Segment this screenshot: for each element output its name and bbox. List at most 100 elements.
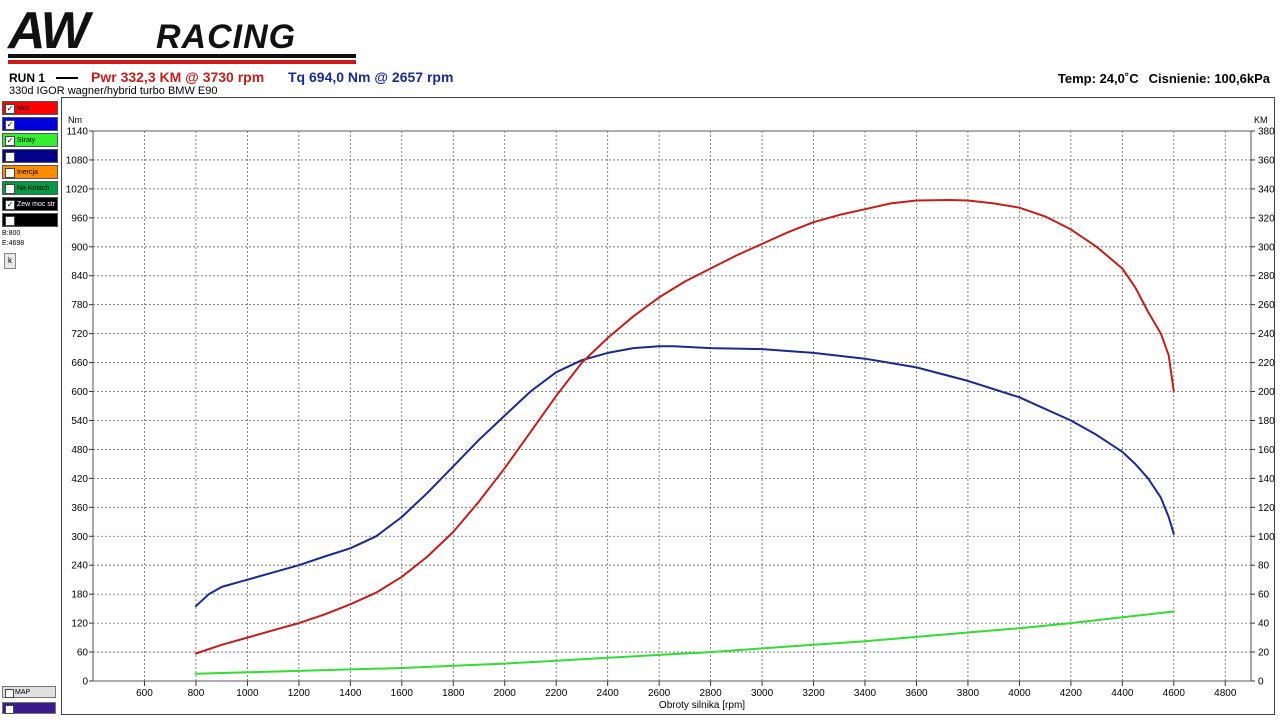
end-rpm: E:4698 — [2, 240, 25, 247]
y-left-tick-label: 1020 — [66, 184, 89, 195]
y-right-axis-label: KM — [1254, 115, 1268, 125]
x-tick-label: 600 — [136, 688, 153, 699]
x-tick-label: 4600 — [1163, 688, 1186, 699]
y-left-tick-label: 780 — [71, 300, 88, 311]
logo-subtext: RACING — [156, 18, 296, 56]
begin-rpm: B:800 — [2, 230, 21, 237]
y-left-tick-label: 720 — [71, 329, 88, 340]
legend-checkbox[interactable]: ✓ — [5, 200, 15, 210]
y-left-tick-label: 360 — [71, 503, 88, 514]
x-tick-label: 2800 — [699, 688, 722, 699]
y-right-tick-label: 320 — [1258, 213, 1275, 224]
series-legend: ✓ Moc ✓ ✓ Straty Inercja Na Kolach ✓ Zew moc str — [2, 101, 58, 229]
y-left-tick-label: 180 — [71, 590, 88, 601]
chart-frame — [61, 97, 1275, 715]
x-tick-label: 3200 — [802, 688, 825, 699]
y-right-tick-label: 240 — [1258, 329, 1275, 340]
y-right-tick-label: 20 — [1258, 648, 1270, 659]
y-left-tick-label: 900 — [71, 242, 88, 253]
map-color-toggle[interactable] — [2, 702, 56, 714]
x-tick-label: 800 — [188, 688, 205, 699]
y-right-tick-label: 180 — [1258, 416, 1275, 427]
y-right-tick-label: 280 — [1258, 271, 1275, 282]
series-line-1 — [194, 199, 1175, 655]
y-right-tick-label: 220 — [1258, 358, 1275, 369]
y-right-tick-label: 0 — [1258, 677, 1264, 688]
x-tick-label: 1600 — [391, 688, 414, 699]
y-left-tick-label: 660 — [71, 358, 88, 369]
y-right-tick-label: 100 — [1258, 532, 1275, 543]
x-tick-label: 3800 — [957, 688, 980, 699]
y-left-tick-label: 300 — [71, 532, 88, 543]
y-left-tick-label: 480 — [71, 445, 88, 456]
x-tick-label: 1200 — [288, 688, 311, 699]
legend-item[interactable]: Na Kolach — [2, 181, 58, 195]
legend-checkbox[interactable] — [5, 184, 15, 194]
map-toggle[interactable]: MAP — [2, 686, 56, 698]
x-tick-label: 2000 — [494, 688, 517, 699]
series-line-2 — [194, 610, 1175, 675]
map-color-checkbox[interactable] — [5, 705, 14, 714]
temperature-readout: Temp: 24,0˚C — [1057, 71, 1139, 86]
legend-checkbox[interactable]: ✓ — [5, 120, 15, 130]
x-tick-label: 3400 — [854, 688, 877, 699]
y-right-tick-label: 300 — [1258, 242, 1275, 253]
y-right-tick-label: 80 — [1258, 561, 1270, 572]
y-left-tick-label: 60 — [77, 648, 89, 659]
legend-item[interactable]: ✓ — [2, 117, 58, 131]
y-right-tick-label: 200 — [1258, 387, 1275, 398]
x-axis-label: Obroty silnika [rpm] — [659, 700, 745, 711]
x-tick-label: 1400 — [339, 688, 362, 699]
x-tick-label: 1000 — [236, 688, 259, 699]
power-summary: Pwr 332,3 KM @ 3730 rpm — [91, 69, 265, 85]
legend-item[interactable]: ✓ Straty — [2, 133, 58, 147]
legend-item[interactable]: ✓ Zew moc str — [2, 197, 58, 211]
y-left-tick-label: 1080 — [66, 155, 89, 166]
x-tick-label: 1800 — [442, 688, 465, 699]
y-left-tick-label: 960 — [71, 213, 88, 224]
y-left-tick-label: 840 — [71, 271, 88, 282]
y-left-tick-label: 120 — [71, 619, 88, 630]
x-tick-label: 3000 — [751, 688, 774, 699]
legend-item[interactable]: Inercja — [2, 165, 58, 179]
legend-item[interactable]: ✓ Moc — [2, 101, 58, 115]
legend-checkbox[interactable]: ✓ — [5, 136, 15, 146]
run-line-sample — [56, 77, 78, 79]
y-right-tick-label: 60 — [1258, 590, 1270, 601]
k-button[interactable]: k — [4, 253, 16, 269]
legend-label: Na Kolach — [17, 185, 50, 192]
series-line-0 — [194, 345, 1175, 608]
legend-checkbox[interactable] — [5, 216, 15, 226]
legend-label: Inercja — [17, 169, 39, 176]
y-left-tick-label: 0 — [82, 677, 88, 688]
legend-label: Moc — [17, 105, 31, 112]
y-right-tick-label: 120 — [1258, 503, 1275, 514]
map-label: MAP — [15, 689, 31, 696]
logo-text: AW — [6, 2, 94, 60]
map-checkbox[interactable] — [5, 689, 14, 698]
legend-item[interactable] — [2, 149, 58, 163]
legend-checkbox[interactable] — [5, 168, 15, 178]
torque-summary: Tq 694,0 Nm @ 2657 rpm — [288, 69, 454, 85]
legend-label: Zew moc str — [17, 201, 56, 208]
y-right-tick-label: 340 — [1258, 184, 1275, 195]
x-tick-label: 4400 — [1111, 688, 1134, 699]
y-left-tick-label: 540 — [71, 416, 88, 427]
y-left-axis-label: Nm — [68, 115, 82, 125]
pressure-readout: Cisnienie: 100,6kPa — [1148, 71, 1270, 86]
x-tick-label: 4000 — [1008, 688, 1031, 699]
legend-checkbox[interactable]: ✓ — [5, 104, 15, 114]
x-tick-label: 4200 — [1060, 688, 1083, 699]
legend-checkbox[interactable] — [5, 152, 15, 162]
x-tick-label: 3600 — [905, 688, 928, 699]
x-tick-label: 2400 — [597, 688, 620, 699]
brand-logo: AW RACING — [6, 2, 358, 66]
y-left-tick-label: 600 — [71, 387, 88, 398]
x-tick-label: 2600 — [648, 688, 671, 699]
y-left-tick-label: 1140 — [66, 127, 88, 138]
y-right-tick-label: 360 — [1258, 155, 1275, 166]
y-right-tick-label: 40 — [1258, 619, 1270, 630]
y-left-tick-label: 240 — [71, 561, 88, 572]
legend-item[interactable] — [2, 213, 58, 227]
